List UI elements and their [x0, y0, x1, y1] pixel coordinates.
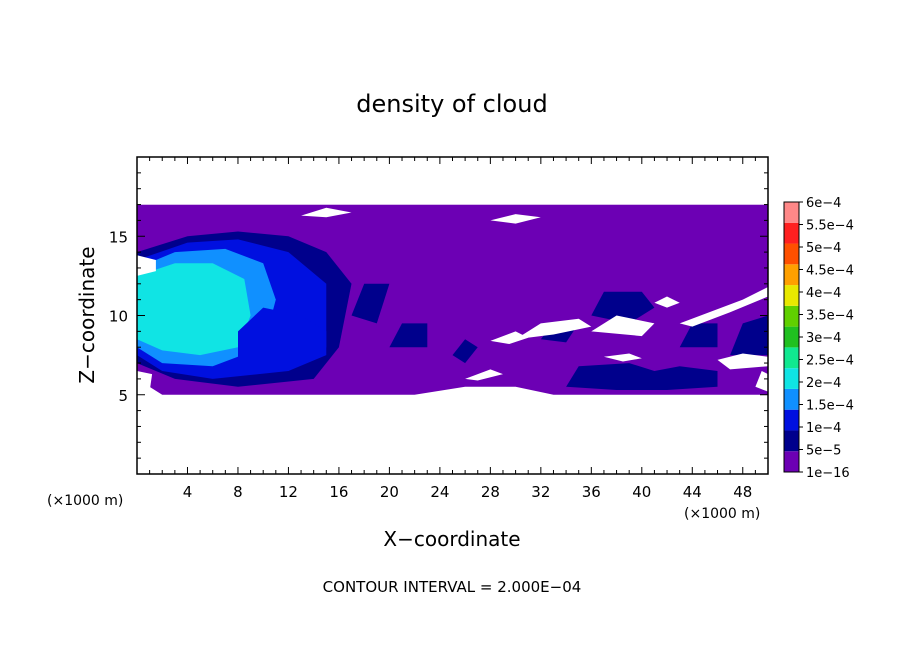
- x-tick-label: 12: [279, 483, 298, 501]
- clear-region: [465, 369, 503, 381]
- chart-title: density of cloud: [356, 90, 547, 118]
- colorbar-swatch: [784, 347, 799, 369]
- clear-region: [137, 371, 153, 395]
- x-unit-left: (×1000 m): [47, 493, 123, 509]
- plot-area: [137, 157, 768, 395]
- contour-region-level-1: [566, 363, 718, 390]
- colorbar-swatch: [784, 243, 799, 265]
- colorbar-swatch: [784, 368, 799, 389]
- colorbar-swatch: [784, 388, 799, 410]
- contour-region-level-1: [452, 339, 478, 364]
- colorbar-swatch: [784, 202, 799, 223]
- colorbar-label: 1e−16: [806, 466, 850, 481]
- clear-region: [515, 318, 592, 340]
- colorbar-swatch: [784, 305, 799, 327]
- y-axis: 5 10 15: [109, 172, 768, 459]
- colorbar-label: 5.5e−4: [806, 219, 854, 234]
- contour-region-level-4: [137, 263, 251, 356]
- clear-region: [679, 287, 768, 327]
- x-tick-label: 36: [582, 483, 601, 501]
- x-axis-label: X−coordinate: [383, 527, 520, 551]
- y-tick-label: 10: [109, 308, 128, 326]
- colorbar-swatch: [784, 451, 799, 472]
- y-axis-label: Z−coordinate: [75, 246, 99, 383]
- contour-region-level-1: [351, 283, 390, 324]
- clear-region: [717, 353, 768, 370]
- x-tick-label: 20: [380, 483, 399, 501]
- clear-region: [591, 315, 655, 337]
- x-tick-label: 24: [430, 483, 449, 501]
- colorbar-swatch: [784, 264, 799, 286]
- colorbar-label: 1.5e−4: [806, 399, 854, 414]
- clear-region: [490, 331, 529, 344]
- x-tick-label: 16: [329, 483, 348, 501]
- colorbar-label: 2.5e−4: [806, 354, 854, 369]
- colorbar-label: 4.5e−4: [806, 264, 854, 279]
- colorbar-label: 6e−4: [806, 196, 841, 211]
- clear-region: [137, 157, 768, 205]
- clear-region: [490, 214, 541, 224]
- x-axis: 4 8 12 16 20 24 28 32 36 40 44 48: [149, 157, 756, 501]
- y-tick-label: 5: [118, 387, 128, 405]
- clear-region: [755, 371, 768, 392]
- colorbar-label: 2e−4: [806, 376, 841, 391]
- x-tick-label: 28: [481, 483, 500, 501]
- clear-region: [137, 255, 156, 276]
- x-tick-label: 48: [733, 483, 752, 501]
- contour-region-level-1: [679, 323, 718, 348]
- x-tick-label: 4: [183, 483, 193, 501]
- contour-region-level-2: [238, 307, 327, 371]
- x-unit-right: (×1000 m): [684, 506, 760, 522]
- contour-region-level-1: [591, 291, 655, 324]
- colorbar-label: 4e−4: [806, 286, 841, 301]
- contour-region-level-1: [389, 323, 428, 348]
- x-tick-label: 8: [233, 483, 243, 501]
- clear-region: [654, 296, 680, 308]
- clear-region: [301, 207, 352, 218]
- y-tick-label: 15: [109, 228, 128, 246]
- colorbar-label: 5e−4: [806, 241, 841, 256]
- colorbar-label: 5e−5: [806, 444, 841, 459]
- contour-region-level-1: [730, 315, 768, 356]
- clear-region: [603, 353, 642, 362]
- colorbar-swatch: [784, 409, 799, 431]
- colorbar-swatch: [784, 285, 799, 306]
- contour-interval-footer: CONTOUR INTERVAL = 2.000E−04: [323, 578, 582, 596]
- colorbar-label: 3e−4: [806, 331, 841, 346]
- colorbar: 1e−16 5e−5 1e−4 1.5e−4 2e−4 2.5e−4 3e−4 3.5e−4 4…: [783, 196, 854, 481]
- colorbar-swatch: [784, 326, 799, 348]
- colorbar-swatch: [784, 222, 799, 244]
- colorbar-label: 3.5e−4: [806, 309, 854, 324]
- colorbar-swatch: [784, 430, 799, 452]
- x-tick-label: 32: [531, 483, 550, 501]
- colorbar-label: 1e−4: [806, 421, 841, 436]
- x-tick-label: 44: [683, 483, 702, 501]
- x-tick-label: 40: [632, 483, 651, 501]
